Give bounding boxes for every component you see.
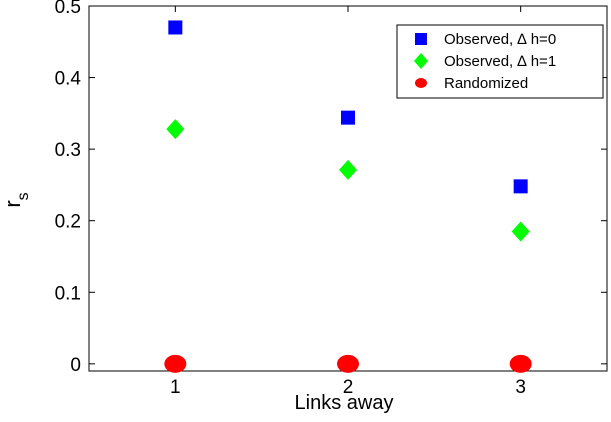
- y-tick-label: 0.5: [55, 0, 81, 18]
- y-tick-label: 0.4: [55, 69, 82, 90]
- data-point-square: [168, 20, 183, 35]
- data-marks: [164, 20, 532, 373]
- x-axis-label: Links away: [295, 392, 394, 414]
- data-point-diamond: [339, 159, 357, 180]
- legend-box: [396, 24, 604, 99]
- data-point-diamond: [511, 221, 530, 242]
- y-axis-label-main: rs: [0, 192, 32, 207]
- data-point-circle: [164, 354, 187, 373]
- legend-label: Randomized: [444, 75, 528, 92]
- x-tick-label: 3: [515, 377, 526, 398]
- data-point-circle: [509, 354, 532, 373]
- y-tick-label: 0.2: [55, 212, 81, 233]
- data-point-square: [513, 179, 528, 194]
- legend-marker-square: [415, 33, 427, 45]
- legend: Observed, ∆ h=0 Observed, ∆ h=1 Randomized: [396, 24, 604, 99]
- y-axis-label-r: r: [0, 200, 25, 207]
- y-axis-label: rs: [0, 192, 32, 207]
- legend-marker-circle: [415, 78, 427, 88]
- y-axis-label-subscript: s: [15, 192, 32, 200]
- y-tick-label: 0.3: [55, 140, 81, 161]
- y-tick-label: 0: [70, 355, 81, 376]
- data-point-circle: [337, 354, 359, 373]
- data-point-square: [341, 110, 355, 125]
- legend-label: Observed, ∆ h=0: [444, 31, 556, 48]
- legend-label: Observed, ∆ h=1: [444, 53, 556, 70]
- data-point-diamond: [166, 119, 185, 140]
- x-tick-label: 1: [170, 377, 181, 398]
- y-tick-label: 0.1: [55, 283, 81, 304]
- legend-marker-diamond: [414, 53, 428, 69]
- x-tick-label: 2: [343, 377, 354, 398]
